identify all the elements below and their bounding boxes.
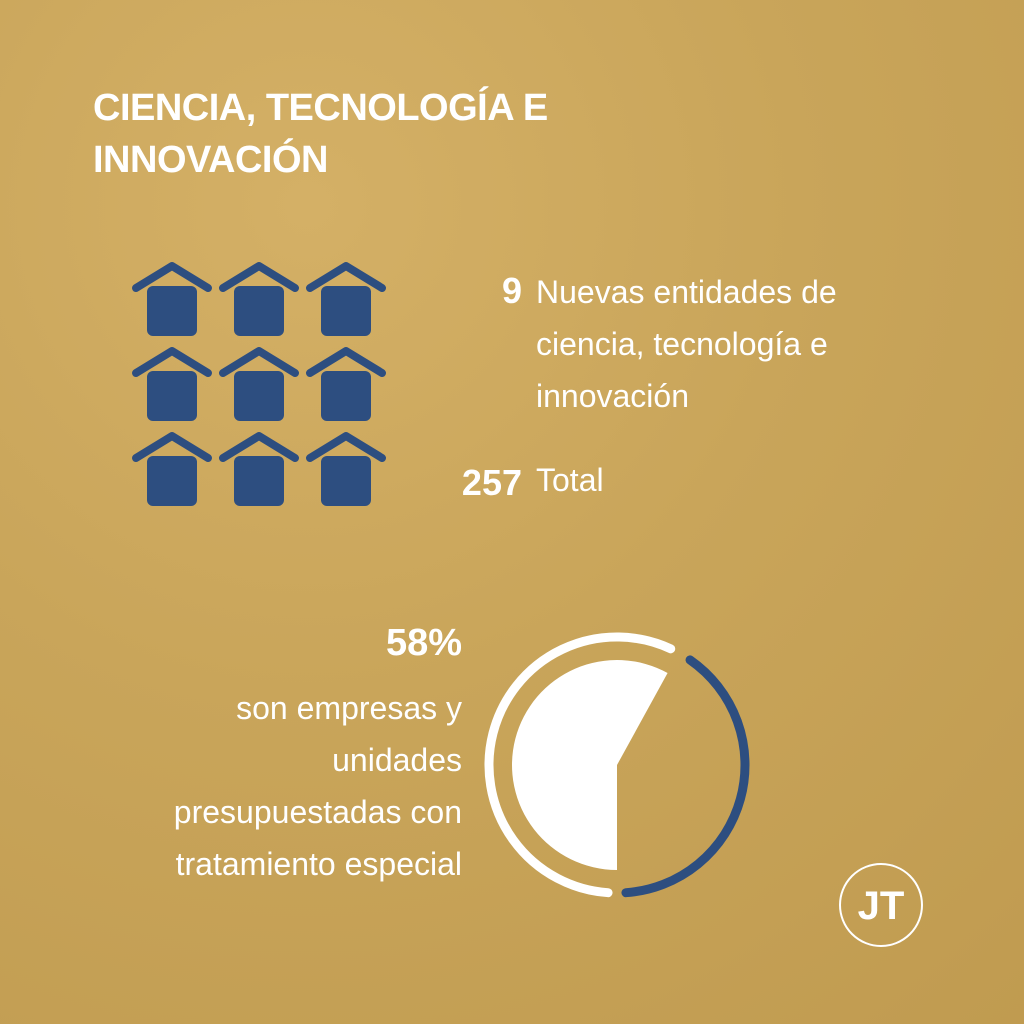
house [147, 456, 197, 506]
house [321, 371, 371, 421]
house-roof [219, 262, 299, 292]
pie-slice [511, 659, 668, 870]
new-count: 9 [501, 270, 522, 311]
house-roof [132, 262, 212, 292]
ring-share [484, 632, 676, 898]
new-label: Nuevas entidades de ciencia, tecnología … [536, 274, 837, 414]
house [147, 371, 197, 421]
ring-rest [621, 655, 750, 898]
house [234, 286, 284, 336]
house-roof [306, 432, 386, 462]
house-roof [132, 347, 212, 377]
house-roof [306, 262, 386, 292]
total-label: Total [536, 462, 604, 498]
logo-ring [839, 863, 923, 947]
house [321, 286, 371, 336]
house [147, 286, 197, 336]
house-roof [132, 432, 212, 462]
share-label: son empresas y unidades presupuestadas c… [173, 690, 462, 882]
house [234, 371, 284, 421]
house-roof [219, 347, 299, 377]
house-roof [219, 432, 299, 462]
house [321, 456, 371, 506]
house-roof [306, 347, 386, 377]
share-value: 58% [385, 622, 462, 664]
logo: JT [858, 884, 905, 928]
total: 257 [461, 462, 522, 503]
title: CIENCIA, TECNOLOGÍA E INNOVACIÓN [93, 87, 548, 181]
house [234, 456, 284, 506]
